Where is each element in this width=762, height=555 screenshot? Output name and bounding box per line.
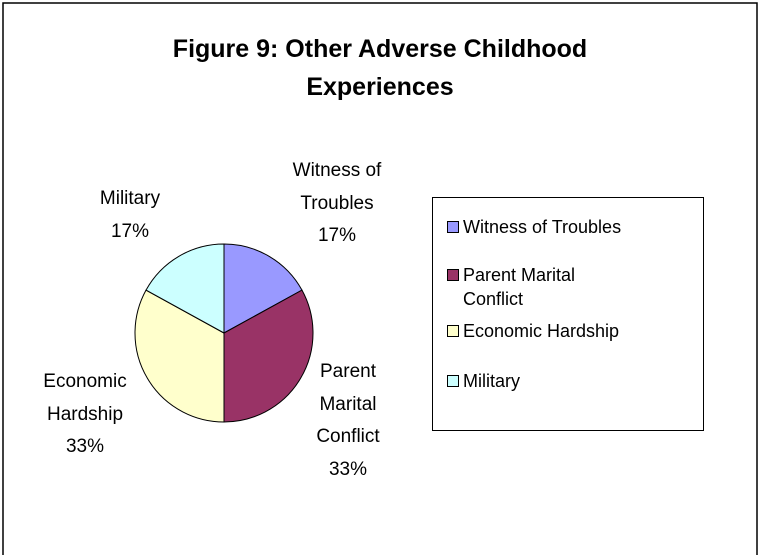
data-label-name: Military <box>99 188 161 209</box>
data-label-value: 17% <box>110 220 150 242</box>
legend: Witness of Troubles Parent Marital Confli… <box>432 197 704 431</box>
legend-entry: Parent Marital Conflict <box>447 263 697 311</box>
slices <box>134 243 314 423</box>
data-label: Military 17% <box>75 183 185 248</box>
data-label-value: 17% <box>317 225 357 246</box>
legend-entry: Economic Hardship <box>447 319 697 343</box>
pie-slice <box>223 243 303 334</box>
legend-label: Parent Marital Conflict <box>463 265 576 309</box>
data-label-value: 33% <box>65 436 105 457</box>
data-label: Economic Hardship 33% <box>30 366 140 464</box>
pie-slice <box>145 243 225 334</box>
pie-slice <box>134 289 225 423</box>
legend-label: Economic Hardship <box>463 321 620 341</box>
data-label-name: Parent Marital Conflict <box>316 361 380 447</box>
legend-swatch <box>447 269 459 281</box>
legend-entry: Military <box>447 369 697 393</box>
data-label-name: Witness of Troubles <box>292 160 382 214</box>
legend-swatch <box>447 375 459 387</box>
legend-label: Military <box>463 371 520 391</box>
data-label-name: Economic Hardship <box>43 371 127 425</box>
data-label: Parent Marital Conflict 33% <box>308 356 388 486</box>
legend-entry: Witness of Troubles <box>447 215 697 239</box>
data-label: Witness of Troubles 17% <box>282 155 392 253</box>
data-label-value: 33% <box>328 458 368 480</box>
chart-title: Figure 9: Other Adverse Childhood Experi… <box>172 35 588 101</box>
legend-swatch <box>447 221 459 233</box>
legend-swatch <box>447 325 459 337</box>
legend-label: Witness of Troubles <box>463 217 622 237</box>
pie-slice <box>223 289 314 423</box>
